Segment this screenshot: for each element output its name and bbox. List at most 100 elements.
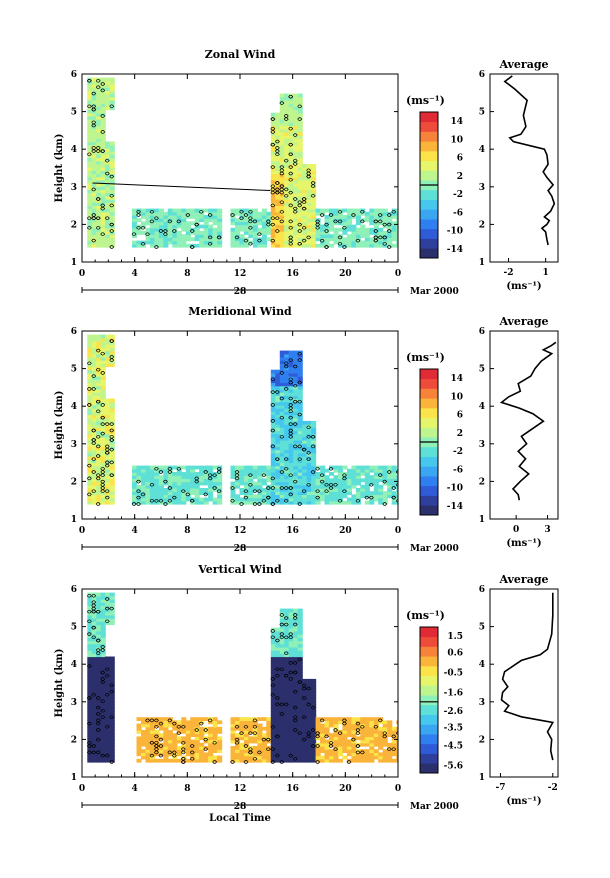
field-cell (96, 497, 102, 502)
field-cell (270, 234, 276, 238)
field-cell (279, 221, 285, 226)
field-cell (163, 468, 169, 473)
field-cell (194, 237, 200, 242)
colorbar-segment (420, 388, 438, 399)
field-cell (270, 704, 276, 709)
field-cell (288, 215, 294, 219)
field-cell (105, 344, 111, 348)
field-cell (288, 730, 294, 734)
field-cell (293, 385, 299, 390)
field-cell (96, 96, 102, 101)
field-cell (96, 602, 102, 606)
field-cell (382, 491, 388, 495)
field-cell (297, 353, 303, 358)
field-cell (96, 733, 102, 737)
field-cell (261, 494, 267, 499)
contour-line (109, 715, 115, 720)
field-cell (132, 227, 138, 232)
field-cell (91, 395, 97, 400)
field-cell (297, 484, 303, 489)
field-cell (266, 717, 272, 721)
field-cell (145, 478, 151, 483)
contour-line (140, 241, 146, 246)
field-cell (360, 211, 366, 216)
contour-line (257, 489, 262, 494)
average-y-tick-label: 3 (479, 183, 485, 193)
field-cell (275, 237, 281, 242)
field-cell (96, 624, 102, 629)
field-cell (87, 634, 93, 638)
field-cell (167, 227, 173, 232)
contour-line (87, 593, 92, 598)
field-cell (320, 488, 326, 492)
contour-line (95, 737, 101, 742)
colorbar-tick-label: -14 (447, 502, 463, 512)
field-cell (302, 456, 308, 460)
field-cell (235, 211, 241, 216)
field-cell (91, 125, 97, 130)
contour-line (292, 133, 298, 137)
field-cell (109, 752, 115, 757)
field-cell (109, 656, 115, 661)
field-cell (87, 605, 93, 610)
field-cell (235, 497, 241, 502)
field-cell (369, 211, 375, 216)
field-cell (100, 93, 106, 98)
field-cell (154, 491, 160, 495)
average-y-tick-label: 1 (479, 258, 485, 268)
field-cell (342, 240, 348, 245)
field-cell (279, 717, 285, 721)
field-cell (252, 243, 258, 248)
field-cell (105, 167, 111, 171)
contour-line (315, 495, 321, 500)
colorbar-segment (420, 675, 438, 686)
field-cell (239, 746, 245, 750)
contour-line (288, 677, 294, 681)
field-cell (302, 167, 308, 171)
field-cell (315, 472, 321, 476)
field-cell (275, 404, 281, 409)
field-cell (297, 627, 303, 632)
field-cell (149, 231, 155, 235)
field-cell (239, 218, 245, 222)
field-cell (302, 459, 308, 463)
field-cell (275, 746, 281, 750)
field-cell (248, 717, 254, 721)
field-cell (230, 237, 236, 242)
field-cell (149, 491, 155, 495)
field-cell (306, 183, 312, 187)
field-cell (105, 472, 111, 476)
colorbar-segment (420, 121, 438, 132)
field-cell (346, 488, 352, 492)
y-tick-label: 4 (71, 660, 77, 670)
field-cell (288, 154, 294, 159)
field-cell (373, 749, 379, 753)
field-cell (261, 215, 267, 219)
contour-line (324, 482, 329, 487)
field-cell (248, 227, 254, 232)
date-month-label: Mar 2000 (410, 802, 459, 812)
field-cell (338, 211, 344, 216)
field-cell (270, 395, 276, 400)
field-cell (105, 484, 111, 489)
field-cell (136, 736, 142, 741)
field-cell (360, 224, 366, 229)
field-cell (275, 452, 281, 457)
field-cell (109, 497, 115, 502)
field-cell (302, 749, 308, 753)
field-cell (194, 730, 200, 734)
field-cell (212, 465, 218, 470)
field-cell (109, 224, 115, 229)
field-cell (212, 234, 218, 238)
x-tick-label: 0 (395, 784, 401, 794)
field-cell (190, 468, 196, 473)
field-cell (257, 758, 263, 763)
field-cell (185, 758, 191, 763)
field-cell (105, 602, 111, 606)
field-cell (96, 468, 102, 473)
field-cell (275, 427, 281, 432)
field-cell (284, 440, 290, 444)
field-cell (378, 221, 384, 226)
contour-line (310, 444, 316, 449)
field-cell (279, 356, 285, 361)
